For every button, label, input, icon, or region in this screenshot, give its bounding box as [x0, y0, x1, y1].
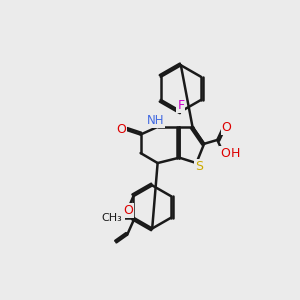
Text: H: H	[231, 146, 241, 160]
Text: F: F	[177, 99, 184, 112]
Text: NH: NH	[147, 114, 164, 127]
Text: O: O	[222, 121, 232, 134]
Text: O: O	[220, 146, 230, 160]
Text: O: O	[116, 123, 126, 136]
Text: O: O	[114, 211, 124, 224]
Text: methoxy: methoxy	[102, 217, 109, 218]
Text: CH₃: CH₃	[101, 213, 122, 223]
Text: S: S	[196, 160, 203, 173]
Text: O: O	[123, 204, 133, 217]
Text: OCH₃: OCH₃	[105, 217, 109, 218]
